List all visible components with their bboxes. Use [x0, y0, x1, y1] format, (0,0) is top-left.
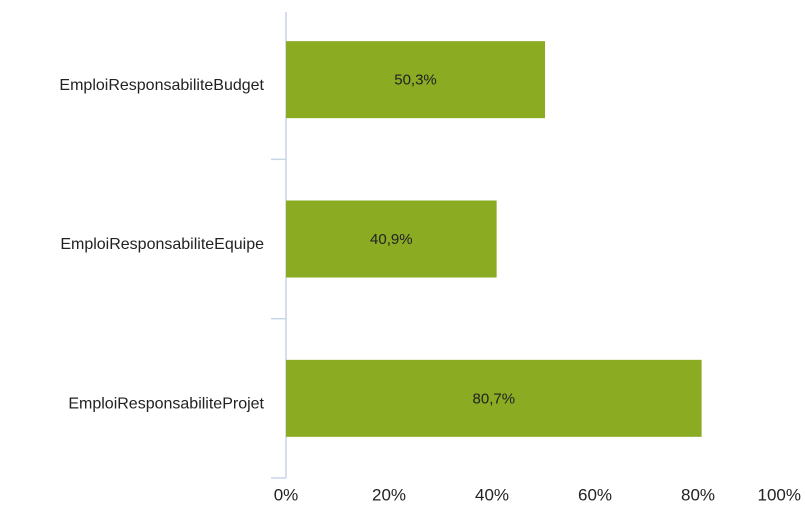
x-tick-label: 0%	[274, 485, 299, 504]
x-tick-label: 60%	[578, 485, 612, 504]
bar	[286, 200, 497, 278]
x-tick-label: 40%	[475, 485, 509, 504]
y-tick-label: EmploiResponsabiliteEquipe	[60, 236, 264, 253]
bar	[286, 359, 702, 437]
value-label: 40,9%	[370, 231, 413, 248]
x-tick-label: 20%	[372, 485, 406, 504]
value-label: 80,7%	[473, 390, 516, 407]
y-tick-label: EmploiResponsabiliteProjet	[68, 396, 264, 413]
value-label: 50,3%	[394, 72, 437, 89]
y-tick-label: EmploiResponsabiliteBudget	[59, 77, 264, 94]
bar	[286, 41, 546, 119]
x-tick-label: 100%	[758, 485, 801, 504]
x-tick-label: 80%	[681, 485, 715, 504]
